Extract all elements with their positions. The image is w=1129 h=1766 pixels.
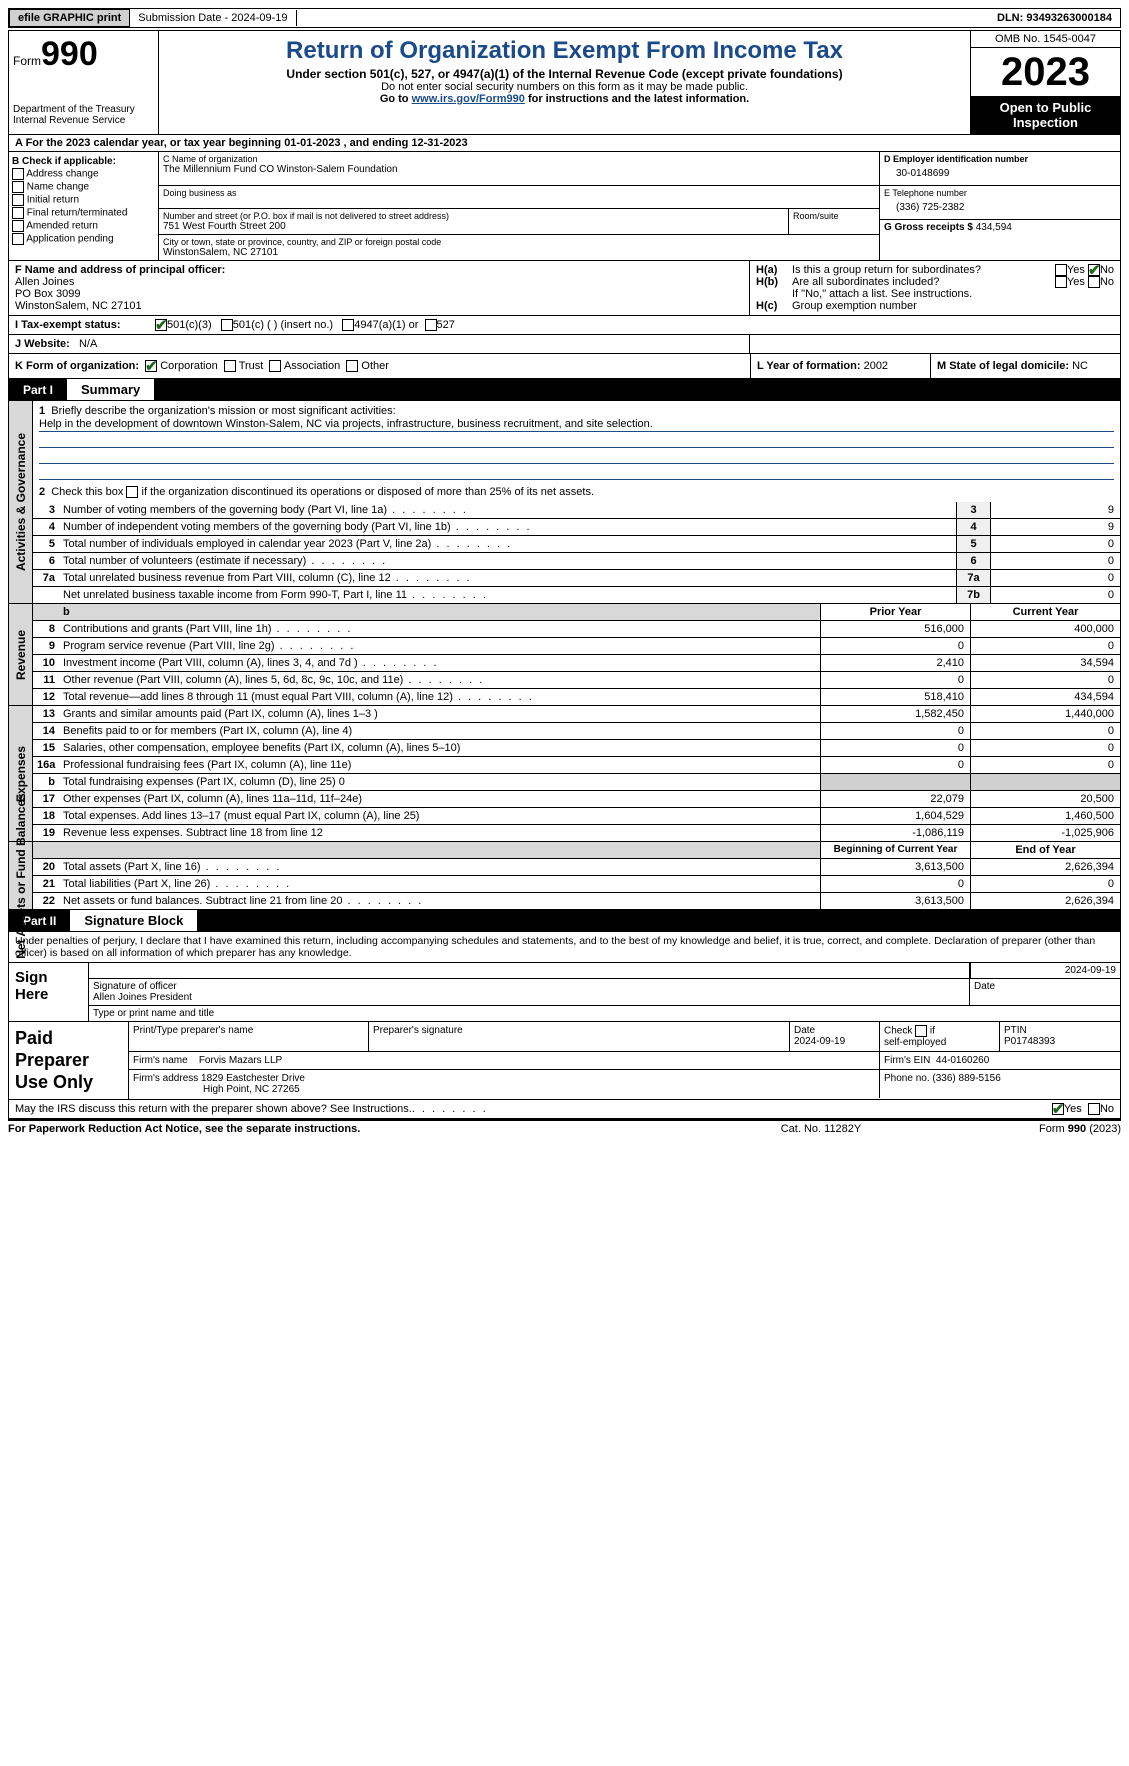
summary-row: 7aTotal unrelated business revenue from …: [33, 570, 1120, 587]
cb-ha-yes[interactable]: [1055, 264, 1067, 276]
cb-name-change[interactable]: [12, 181, 24, 193]
section-governance: Activities & Governance 1 Briefly descri…: [8, 401, 1121, 604]
cb-self-employed[interactable]: [915, 1025, 927, 1037]
irs-link[interactable]: www.irs.gov/Form990: [412, 93, 525, 105]
revenue-row: 10Investment income (Part VIII, column (…: [33, 655, 1120, 672]
line-a: A For the 2023 calendar year, or tax yea…: [8, 135, 1121, 152]
page-footer: For Paperwork Reduction Act Notice, see …: [8, 1119, 1121, 1135]
expense-row: 15Salaries, other compensation, employee…: [33, 740, 1120, 757]
declaration: Under penalties of perjury, I declare th…: [8, 932, 1121, 963]
netassets-row: 21Total liabilities (Part X, line 26)00: [33, 876, 1120, 893]
expense-row: 19Revenue less expenses. Subtract line 1…: [33, 825, 1120, 841]
cb-app-pending[interactable]: [12, 233, 24, 245]
cb-initial-return[interactable]: [12, 194, 24, 206]
mission-text: Help in the development of downtown Wins…: [39, 417, 1114, 432]
summary-row: 5Total number of individuals employed in…: [33, 536, 1120, 553]
firm-phone: (336) 889-5156: [932, 1073, 1000, 1084]
firm-ein: 44-0160260: [936, 1055, 989, 1066]
cb-address-change[interactable]: [12, 168, 24, 180]
row-j: J Website: N/A: [8, 335, 1121, 354]
ein: 30-0148699: [884, 164, 1116, 183]
form-number: 990: [41, 35, 98, 73]
block-f-h: F Name and address of principal officer:…: [8, 261, 1121, 316]
cb-501c3[interactable]: [155, 319, 167, 331]
cb-ha-no[interactable]: [1088, 264, 1100, 276]
form-title: Return of Organization Exempt From Incom…: [163, 37, 966, 65]
section-net-assets: Net Assets or Fund Balances Beginning of…: [8, 842, 1121, 910]
year-formation: 2002: [864, 360, 888, 372]
topbar: efile GRAPHIC print Submission Date - 20…: [8, 8, 1121, 28]
discuss-row: May the IRS discuss this return with the…: [8, 1100, 1121, 1119]
firm-name: Forvis Mazars LLP: [199, 1055, 282, 1066]
cb-amended[interactable]: [12, 220, 24, 232]
officer-signature: Allen Joines President: [93, 992, 965, 1003]
expense-row: 14Benefits paid to or for members (Part …: [33, 723, 1120, 740]
omb-number: OMB No. 1545-0047: [971, 31, 1120, 48]
officer-name: Allen Joines: [15, 276, 743, 288]
row-i: I Tax-exempt status: 501(c)(3) 501(c) ( …: [8, 316, 1121, 335]
submission-date: Submission Date - 2024-09-19: [130, 10, 296, 26]
dln: DLN: 93493263000184: [989, 10, 1120, 26]
dept-treasury: Department of the Treasury Internal Reve…: [13, 104, 154, 126]
ptin: P01748393: [1004, 1036, 1055, 1047]
expense-row: 16aProfessional fundraising fees (Part I…: [33, 757, 1120, 774]
subtitle-2: Do not enter social security numbers on …: [163, 81, 966, 93]
revenue-row: 8Contributions and grants (Part VIII, li…: [33, 621, 1120, 638]
state-domicile: NC: [1072, 360, 1088, 372]
efile-button[interactable]: efile GRAPHIC print: [9, 9, 130, 27]
section-expenses: Expenses 13Grants and similar amounts pa…: [8, 706, 1121, 842]
cb-4947[interactable]: [342, 319, 354, 331]
phone: (336) 725-2382: [884, 198, 1116, 217]
block-b-to-g: B Check if applicable: Address change Na…: [8, 152, 1121, 261]
cb-hb-no[interactable]: [1088, 276, 1100, 288]
cb-discuss-yes[interactable]: [1052, 1103, 1064, 1115]
org-address: 751 West Fourth Street 200: [163, 221, 784, 232]
website: N/A: [79, 338, 97, 350]
revenue-row: 9Program service revenue (Part VIII, lin…: [33, 638, 1120, 655]
form-header: Form990 Department of the Treasury Inter…: [8, 30, 1121, 135]
summary-row: Net unrelated business taxable income fr…: [33, 587, 1120, 603]
cb-trust[interactable]: [224, 360, 236, 372]
open-inspection: Open to Public Inspection: [971, 96, 1120, 134]
cb-other[interactable]: [346, 360, 358, 372]
summary-row: 6Total number of volunteers (estimate if…: [33, 553, 1120, 570]
subtitle-1: Under section 501(c), 527, or 4947(a)(1)…: [163, 67, 966, 81]
cb-501c[interactable]: [221, 319, 233, 331]
cb-discontinued[interactable]: [126, 486, 138, 498]
org-name: The Millennium Fund CO Winston-Salem Fou…: [163, 164, 875, 175]
cb-final-return[interactable]: [12, 207, 24, 219]
tax-year: 2023: [971, 48, 1120, 96]
sign-here-block: Sign Here 2024-09-19 Signature of office…: [8, 963, 1121, 1022]
cb-discuss-no[interactable]: [1088, 1103, 1100, 1115]
netassets-row: 22Net assets or fund balances. Subtract …: [33, 893, 1120, 909]
cb-527[interactable]: [425, 319, 437, 331]
revenue-row: 11Other revenue (Part VIII, column (A), …: [33, 672, 1120, 689]
summary-row: 3Number of voting members of the governi…: [33, 502, 1120, 519]
cb-assoc[interactable]: [269, 360, 281, 372]
paid-preparer-block: Paid Preparer Use Only Print/Type prepar…: [8, 1022, 1121, 1100]
cb-corp[interactable]: [145, 360, 157, 372]
box-b: B Check if applicable: Address change Na…: [9, 152, 159, 260]
netassets-row: 20Total assets (Part X, line 16)3,613,50…: [33, 859, 1120, 876]
gross-receipts: 434,594: [976, 222, 1012, 233]
part-2-header: Part II Signature Block: [8, 910, 1121, 932]
expense-row: bTotal fundraising expenses (Part IX, co…: [33, 774, 1120, 791]
form-word: Form: [13, 54, 41, 68]
revenue-row: 12Total revenue—add lines 8 through 11 (…: [33, 689, 1120, 705]
part-1-header: Part I Summary: [8, 379, 1121, 401]
cb-hb-yes[interactable]: [1055, 276, 1067, 288]
expense-row: 13Grants and similar amounts paid (Part …: [33, 706, 1120, 723]
section-revenue: Revenue bPrior YearCurrent Year 8Contrib…: [8, 604, 1121, 706]
summary-row: 4Number of independent voting members of…: [33, 519, 1120, 536]
expense-row: 17Other expenses (Part IX, column (A), l…: [33, 791, 1120, 808]
expense-row: 18Total expenses. Add lines 13–17 (must …: [33, 808, 1120, 825]
row-k: K Form of organization: Corporation Trus…: [8, 354, 1121, 379]
org-city: WinstonSalem, NC 27101: [163, 247, 875, 258]
